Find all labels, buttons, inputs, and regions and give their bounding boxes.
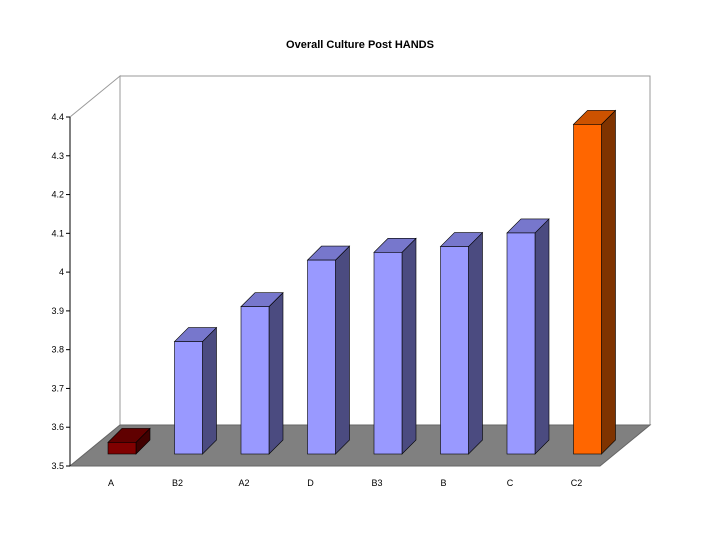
- bar-side: [468, 231, 483, 455]
- bar: [240, 306, 270, 455]
- y-tick-label: 4.2: [51, 190, 64, 200]
- x-tick-label: A: [108, 478, 114, 488]
- y-tick-label: 4.1: [51, 228, 64, 238]
- bar: [373, 252, 403, 455]
- bar-side: [601, 109, 616, 455]
- y-tick-label: 3.6: [51, 422, 64, 432]
- bar-side: [335, 245, 350, 455]
- x-tick-label: C: [507, 478, 514, 488]
- y-tick-label: 3.9: [51, 306, 64, 316]
- y-tick-label: 4: [59, 267, 64, 277]
- bar: [506, 232, 536, 455]
- bar-side: [202, 326, 217, 455]
- chart-title: Overall Culture Post HANDS: [286, 39, 434, 51]
- y-tick-label: 4.4: [51, 112, 64, 122]
- x-tick-label: B2: [172, 478, 183, 488]
- bar: [174, 341, 203, 455]
- y-tick-label: 3.5: [51, 461, 64, 471]
- bar: [107, 442, 137, 455]
- side-wall: [69, 74, 121, 468]
- x-tick-label: B: [440, 478, 446, 488]
- chart-floor: [68, 424, 652, 467]
- y-tick-label: 4.3: [51, 151, 64, 161]
- y-tick-label: 3.7: [51, 383, 64, 393]
- y-tick-label: 3.8: [51, 345, 64, 355]
- bar: [307, 259, 336, 455]
- x-tick-label: A2: [238, 478, 249, 488]
- x-tick-label: C2: [571, 478, 583, 488]
- x-tick-label: D: [307, 478, 314, 488]
- bar: [573, 124, 602, 455]
- bar-side: [401, 237, 417, 455]
- bar: [440, 246, 469, 455]
- x-tick-label: B3: [371, 478, 382, 488]
- bar-side: [534, 218, 550, 455]
- bar-side: [268, 291, 284, 455]
